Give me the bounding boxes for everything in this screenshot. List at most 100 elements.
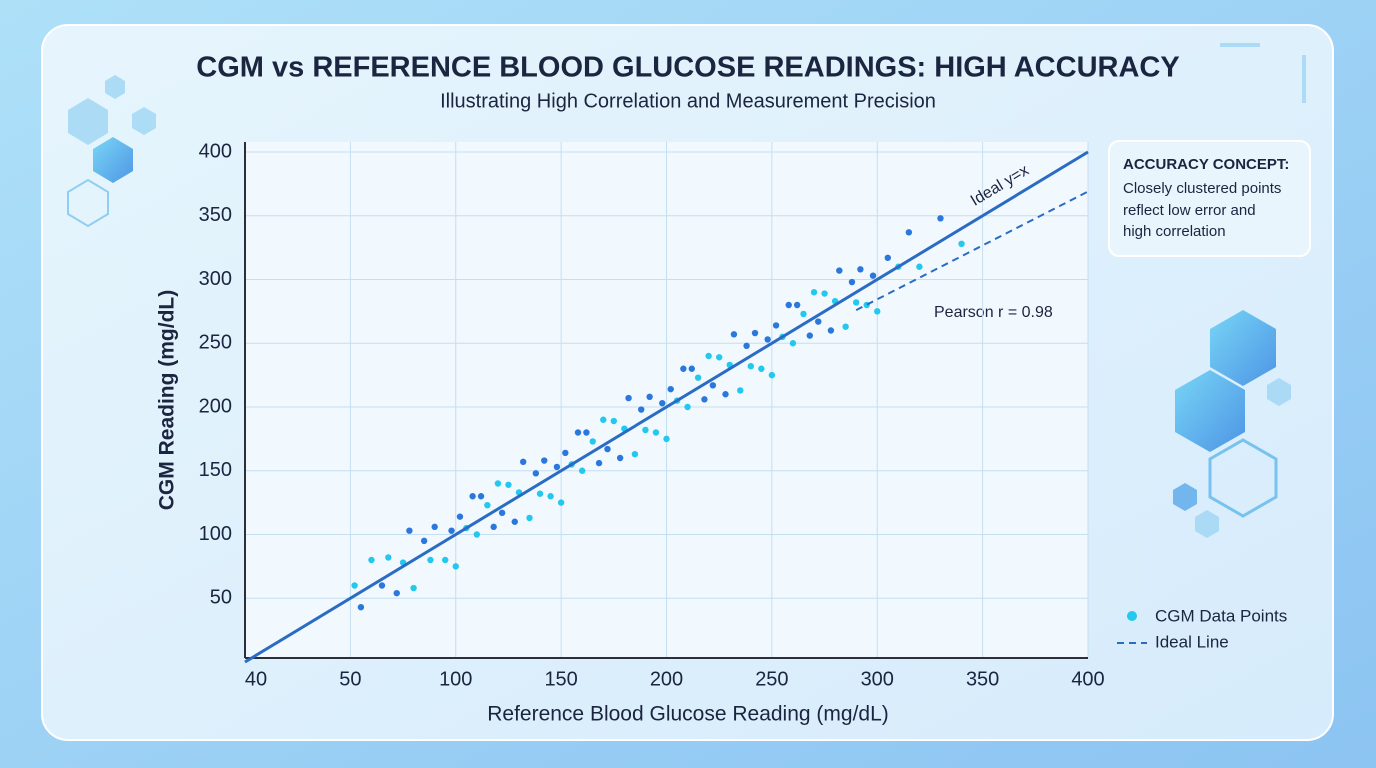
data-point xyxy=(574,429,582,436)
data-point xyxy=(684,403,691,411)
data-point xyxy=(642,426,649,434)
chart-subtitle: Illustrating High Correlation and Measur… xyxy=(440,90,936,112)
y-tick-label: 350 xyxy=(199,204,232,226)
y-axis-label: CGM Reading (mg/dL) xyxy=(156,290,179,510)
x-axis-label: Reference Blood Glucose Reading (mg/dL) xyxy=(487,703,889,726)
data-point xyxy=(589,438,596,445)
data-point xyxy=(541,457,548,464)
data-point xyxy=(393,589,400,597)
x-tick-label: 100 xyxy=(439,668,472,690)
y-tick-label: 150 xyxy=(199,459,232,481)
data-point xyxy=(810,289,818,296)
data-point xyxy=(916,263,923,270)
data-point xyxy=(667,385,674,393)
data-point xyxy=(583,429,590,436)
data-point xyxy=(452,563,459,570)
annotation: Pearson r = 0.98 xyxy=(934,304,1053,321)
concept-line: high correlation xyxy=(1123,223,1226,240)
data-point xyxy=(579,467,586,474)
data-point xyxy=(737,387,744,394)
data-point xyxy=(595,459,603,467)
data-point xyxy=(743,342,750,349)
x-tick-label: 200 xyxy=(650,668,683,690)
data-point xyxy=(747,363,754,370)
data-point xyxy=(842,323,849,330)
data-point xyxy=(427,556,434,564)
x-tick-label: 250 xyxy=(755,668,788,690)
x-tick-label: 50 xyxy=(339,668,361,690)
y-tick-label: 100 xyxy=(199,523,232,545)
concept-line: Closely clustered points xyxy=(1123,180,1281,197)
data-point xyxy=(536,490,544,497)
data-point xyxy=(477,493,485,500)
data-point xyxy=(625,394,632,402)
data-point xyxy=(958,240,965,247)
data-point xyxy=(821,290,828,297)
data-point xyxy=(616,454,624,462)
legend-swatch xyxy=(1127,611,1137,621)
data-point xyxy=(701,396,708,403)
data-point xyxy=(532,470,540,477)
data-point xyxy=(663,435,670,443)
x-tick-label: 300 xyxy=(861,668,894,690)
data-point xyxy=(659,399,666,407)
data-point xyxy=(715,354,723,361)
data-point xyxy=(469,493,476,500)
data-point xyxy=(547,493,554,500)
y-tick-label: 50 xyxy=(210,587,232,609)
y-tick-label: 200 xyxy=(199,395,232,417)
data-point xyxy=(519,458,527,466)
concept-box xyxy=(1108,140,1311,257)
data-point xyxy=(473,531,481,538)
x-tick-label: 400 xyxy=(1071,668,1104,690)
data-point xyxy=(772,322,780,329)
data-point xyxy=(357,603,365,611)
data-point xyxy=(722,391,729,398)
data-point xyxy=(456,513,464,520)
y-tick-label: 300 xyxy=(199,268,232,290)
data-point xyxy=(705,352,712,360)
y-tick-label: 400 xyxy=(199,140,232,162)
data-point xyxy=(604,445,611,453)
y-tick-label: 250 xyxy=(199,332,232,354)
data-point xyxy=(688,365,695,372)
ideal-line xyxy=(855,190,1089,311)
data-point xyxy=(442,556,449,564)
chart-title: CGM vs REFERENCE BLOOD GLUCOSE READINGS:… xyxy=(196,52,1179,84)
axis-corner-label: 40 xyxy=(245,668,267,690)
data-point xyxy=(610,417,618,425)
data-point xyxy=(490,523,497,531)
data-point xyxy=(730,331,738,338)
reference-line xyxy=(244,150,1089,664)
data-point xyxy=(410,584,417,592)
legend-label: Ideal Line xyxy=(1155,632,1229,651)
data-point xyxy=(484,501,491,509)
data-point xyxy=(905,229,913,236)
data-point xyxy=(937,215,944,222)
data-point xyxy=(751,329,759,337)
legend-label: CGM Data Points xyxy=(1155,606,1287,625)
data-point xyxy=(511,518,518,525)
data-point xyxy=(827,327,835,334)
x-tick-label: 150 xyxy=(544,668,577,690)
data-point xyxy=(884,254,891,262)
decoration xyxy=(67,43,1306,538)
data-point xyxy=(789,340,797,347)
data-point xyxy=(874,308,881,315)
data-point xyxy=(694,374,702,381)
data-point xyxy=(852,299,860,306)
data-point xyxy=(646,393,653,400)
data-point xyxy=(631,450,639,458)
data-point xyxy=(806,332,814,339)
data-point xyxy=(815,318,822,325)
data-point xyxy=(800,310,807,318)
data-point xyxy=(420,537,428,545)
data-point xyxy=(351,582,358,589)
data-point xyxy=(557,499,565,506)
data-point xyxy=(406,527,413,534)
data-point xyxy=(378,582,386,589)
data-point xyxy=(652,429,660,436)
data-point xyxy=(526,514,533,522)
data-point xyxy=(836,267,843,274)
concept-title: ACCURACY CONCEPT: xyxy=(1123,156,1289,173)
